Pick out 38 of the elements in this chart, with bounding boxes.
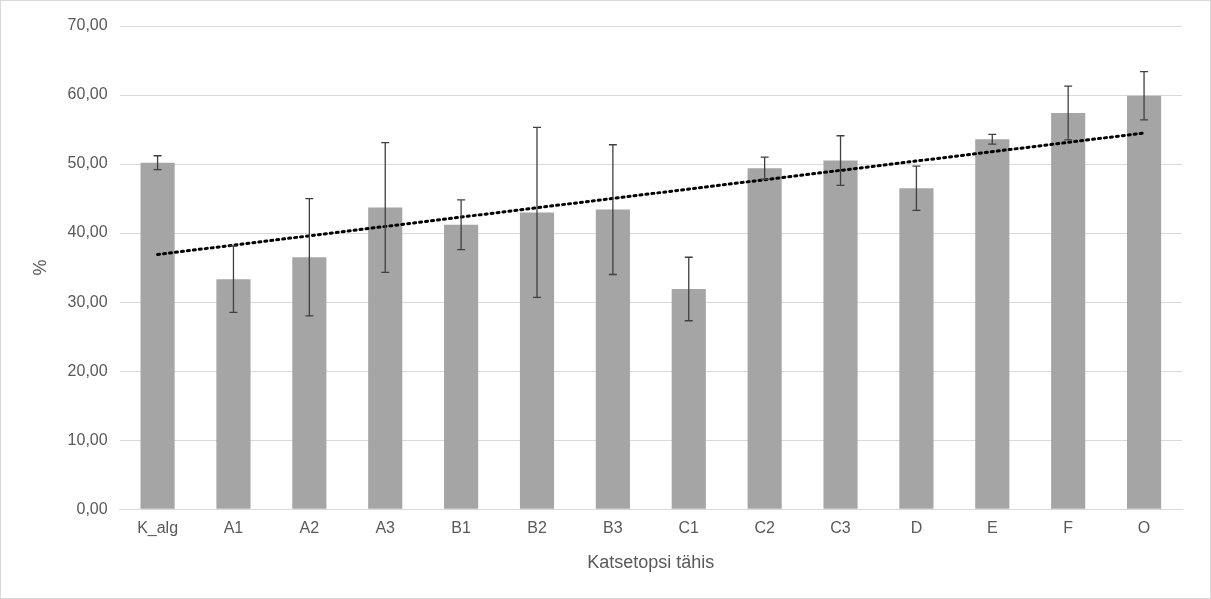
x-tick-label: C1 [678, 519, 700, 537]
x-tick-label: B1 [451, 519, 471, 537]
bar [975, 139, 1010, 509]
x-tick-label: O [1137, 519, 1151, 537]
bar [823, 160, 858, 509]
x-tick-label: B3 [603, 519, 623, 537]
bar [292, 257, 327, 509]
y-tick-label: 30,00 [67, 292, 108, 310]
bar [595, 209, 630, 509]
bar [216, 279, 251, 509]
x-tick-label: C2 [754, 519, 775, 537]
x-tick-label: D [910, 519, 923, 537]
y-tick-label: 20,00 [67, 361, 108, 379]
y-tick-label: 70,00 [67, 16, 108, 34]
bar [1051, 112, 1086, 509]
bar [140, 162, 175, 509]
bar [519, 212, 555, 509]
bar [1126, 95, 1162, 509]
bar [671, 289, 706, 509]
x-axis-title: Katsetopsi tähis [587, 552, 715, 573]
x-tick-label: A1 [223, 519, 244, 537]
x-tick-label: E [986, 519, 998, 537]
x-tick-label: C3 [830, 519, 851, 537]
y-tick-label: 40,00 [67, 223, 108, 241]
x-tick-label: A2 [299, 519, 320, 537]
bar [899, 188, 934, 509]
bar [368, 207, 403, 509]
x-tick-label: F [1063, 519, 1074, 537]
y-tick-label: 0,00 [76, 499, 108, 517]
bar [747, 168, 782, 509]
x-tick-label: B2 [527, 519, 547, 537]
bar [444, 224, 479, 509]
y-tick-label: 50,00 [67, 154, 108, 172]
y-axis-title: % [29, 259, 50, 276]
x-tick-label: A3 [375, 519, 396, 537]
y-tick-label: 10,00 [67, 430, 108, 448]
x-tick-label: K_alg [137, 519, 179, 538]
y-tick-label: 60,00 [67, 85, 108, 103]
